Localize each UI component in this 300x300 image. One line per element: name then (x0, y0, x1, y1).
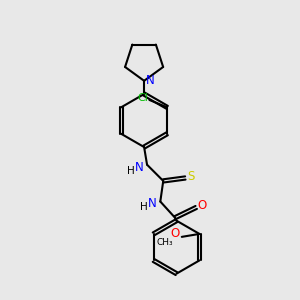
Text: N: N (146, 74, 155, 87)
Text: S: S (188, 170, 195, 183)
Text: CH₃: CH₃ (156, 238, 173, 247)
Text: N: N (134, 160, 143, 174)
Text: O: O (197, 200, 207, 212)
Text: Cl: Cl (137, 93, 148, 103)
Text: N: N (148, 197, 156, 210)
Text: O: O (171, 227, 180, 240)
Text: H: H (127, 166, 135, 176)
Text: H: H (140, 202, 148, 212)
